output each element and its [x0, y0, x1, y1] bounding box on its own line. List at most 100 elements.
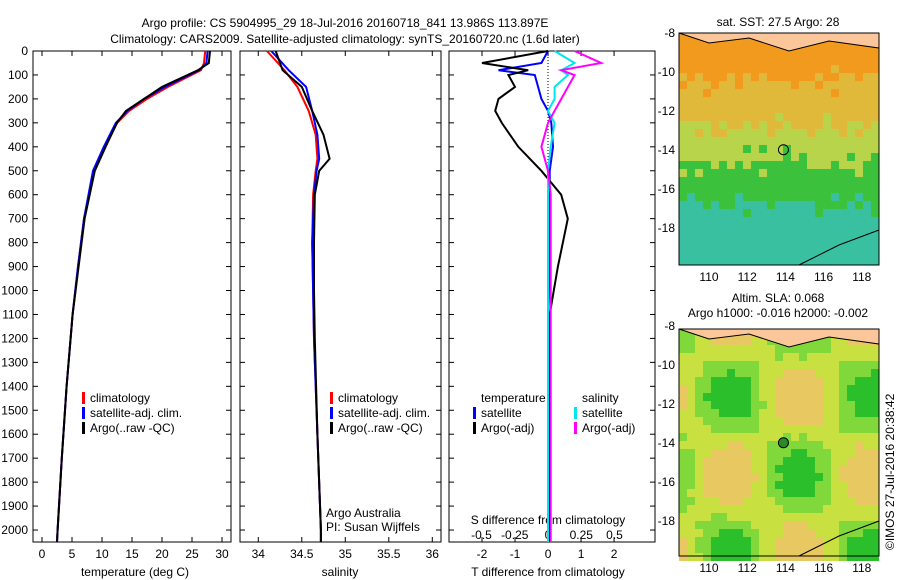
map-cell [871, 249, 879, 257]
map-cell [703, 385, 711, 393]
map-cell [679, 433, 687, 441]
map-cell [831, 41, 839, 49]
map-cell [783, 81, 791, 89]
map-cell [759, 185, 767, 193]
map-cell [695, 529, 703, 537]
map-cell [711, 529, 719, 537]
map-cell [775, 185, 783, 193]
map-cell [871, 457, 879, 465]
map-cell [855, 97, 863, 105]
map-cell [719, 249, 727, 257]
map-cell [871, 57, 879, 65]
map-cell [807, 161, 815, 169]
map-cell [855, 529, 863, 537]
map-cell [679, 89, 687, 97]
map-cell [839, 513, 847, 521]
map-cell [831, 137, 839, 145]
map-cell [743, 81, 751, 89]
map-cell [831, 401, 839, 409]
map-cell [695, 145, 703, 153]
map-cell [791, 233, 799, 241]
x-tick-label: 0 [545, 547, 552, 561]
map-cell [711, 217, 719, 225]
map-cell [831, 225, 839, 233]
map-cell [863, 409, 871, 417]
map-cell [823, 545, 831, 553]
map-cell [823, 433, 831, 441]
map-cell [735, 65, 743, 73]
map-cell [815, 161, 823, 169]
map-cell [855, 361, 863, 369]
map-cell [847, 345, 855, 353]
y-tick-label: 1100 [2, 307, 28, 321]
map-cell [863, 553, 871, 561]
map-cell [823, 169, 831, 177]
map-cell [751, 449, 759, 457]
map-cell [743, 521, 751, 529]
map-cell [799, 57, 807, 65]
map-x-tick-label: 118 [852, 561, 871, 575]
map-cell [775, 249, 783, 257]
map-cell [695, 193, 703, 201]
map-cell [759, 257, 767, 265]
map-cell [743, 505, 751, 513]
map-y-tick-label: -14 [658, 436, 676, 450]
map-cell [815, 81, 823, 89]
map-cell [687, 145, 695, 153]
map-cell [863, 545, 871, 553]
map-cell [783, 137, 791, 145]
map-cell [839, 337, 847, 345]
map-cell [751, 529, 759, 537]
map-cell [775, 89, 783, 97]
map-cell [695, 425, 703, 433]
map-cell [711, 145, 719, 153]
map-cell [751, 113, 759, 121]
map-cell [847, 105, 855, 113]
map-cell [719, 449, 727, 457]
map-cell [687, 113, 695, 121]
map-cell [679, 545, 687, 553]
map-cell [847, 369, 855, 377]
map-cell [839, 89, 847, 97]
map-cell [783, 129, 791, 137]
map-cell [687, 241, 695, 249]
map-cell [703, 257, 711, 265]
map-cell [743, 41, 751, 49]
map-cell [775, 57, 783, 65]
map-cell [679, 209, 687, 217]
map-cell [703, 49, 711, 57]
map-cell [759, 145, 767, 153]
map-cell [799, 457, 807, 465]
map-cell [815, 457, 823, 465]
map-cell [751, 353, 759, 361]
map-cell [711, 497, 719, 505]
map-cell [759, 345, 767, 353]
map-cell [711, 473, 719, 481]
map-cell [839, 153, 847, 161]
map-cell [759, 385, 767, 393]
map-cell [767, 353, 775, 361]
map-cell [871, 401, 879, 409]
map-cell [863, 497, 871, 505]
map-cell [759, 441, 767, 449]
map-cell [711, 465, 719, 473]
map-cell [863, 353, 871, 361]
map-cell [783, 449, 791, 457]
map-cell [695, 257, 703, 265]
map-cell [735, 193, 743, 201]
map-cell [799, 489, 807, 497]
map-cell [767, 393, 775, 401]
legend-swatch [330, 407, 333, 419]
map-cell [871, 81, 879, 89]
map-cell [679, 169, 687, 177]
map-cell [807, 457, 815, 465]
map-cell [695, 81, 703, 89]
map-cell [807, 377, 815, 385]
map-cell [807, 369, 815, 377]
map-cell [871, 505, 879, 513]
map-cell [839, 201, 847, 209]
map-cell [695, 513, 703, 521]
map-cell [735, 81, 743, 89]
map-cell [735, 409, 743, 417]
map-cell [767, 401, 775, 409]
